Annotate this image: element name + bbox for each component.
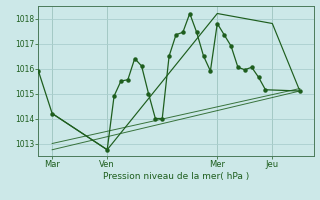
X-axis label: Pression niveau de la mer( hPa ): Pression niveau de la mer( hPa ) — [103, 172, 249, 181]
